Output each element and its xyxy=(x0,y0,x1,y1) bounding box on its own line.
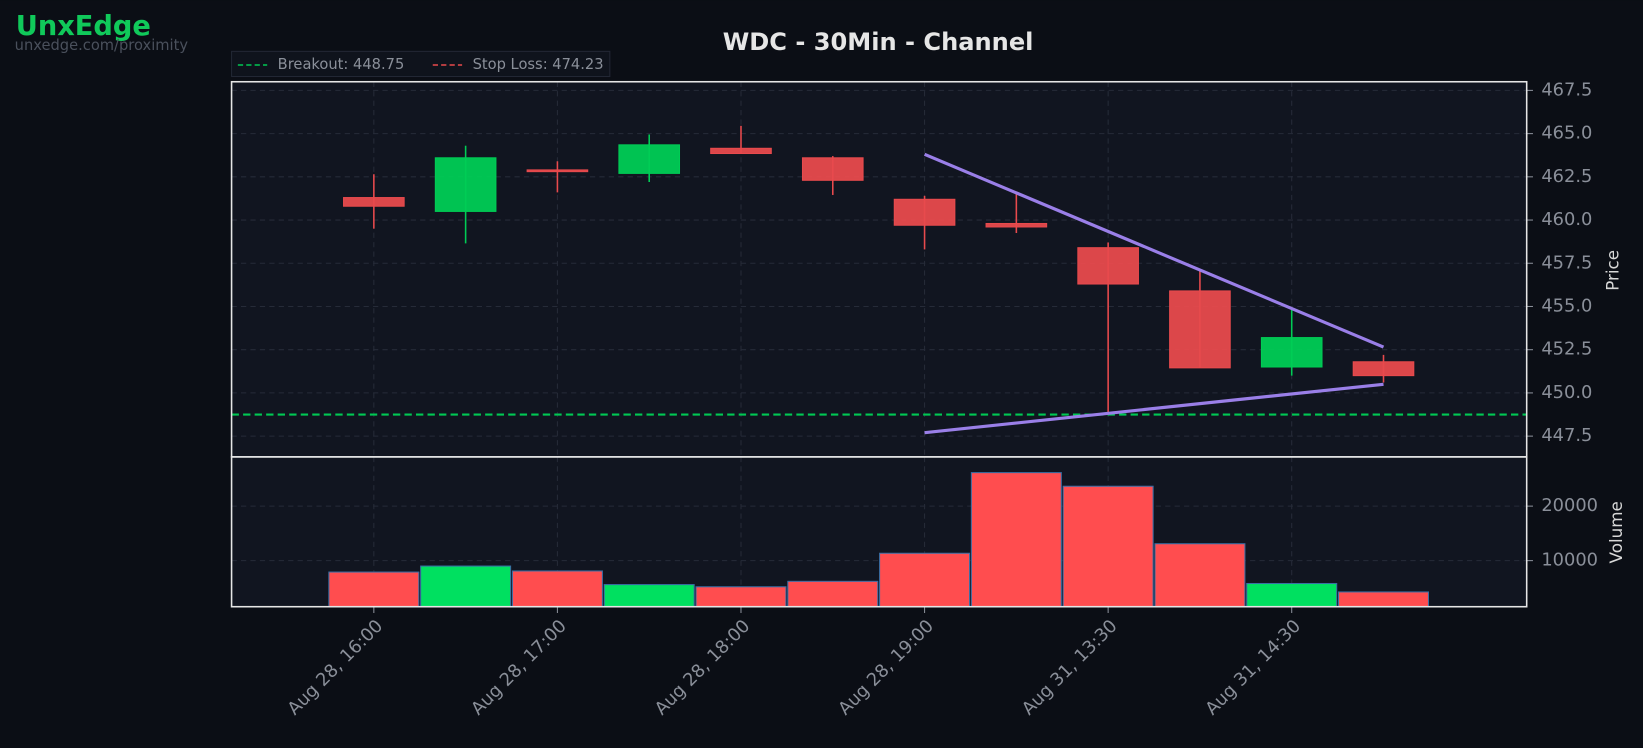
legend-label: Breakout: 448.75 xyxy=(278,56,405,73)
y-tick-label: 10000 xyxy=(1541,550,1598,571)
candle-body xyxy=(618,144,681,174)
y-tick-label: 450.0 xyxy=(1541,382,1592,403)
candle-body xyxy=(801,157,864,181)
y-tick-label: 462.5 xyxy=(1541,166,1592,187)
candle-body xyxy=(1169,290,1231,369)
y-tick-label: 460.0 xyxy=(1541,209,1592,230)
brand-url: unxedge.com/proximity xyxy=(15,37,189,54)
channel-line xyxy=(924,382,1384,435)
y-tick-label: 20000 xyxy=(1541,495,1598,516)
legend xyxy=(231,50,611,78)
candle-body xyxy=(985,222,1048,228)
y-tick-label: 467.5 xyxy=(1541,79,1592,100)
volume-bar xyxy=(603,584,695,608)
y-tick-label: 465.0 xyxy=(1541,123,1592,144)
y-tick-label: 457.5 xyxy=(1541,252,1592,273)
candle-body xyxy=(526,169,589,173)
y-tick-label: 452.5 xyxy=(1541,339,1592,360)
volume-frame xyxy=(230,456,1528,608)
volume-bar xyxy=(1154,543,1246,608)
volume-bar xyxy=(879,552,971,608)
candle-body xyxy=(1260,337,1323,368)
candle-body xyxy=(710,147,772,155)
volume-bar xyxy=(787,580,879,608)
volume-bar xyxy=(328,571,420,608)
price-panel xyxy=(231,81,1527,457)
y-tick-label: 455.0 xyxy=(1541,295,1592,316)
candle-body xyxy=(343,197,405,207)
volume-bar xyxy=(511,570,603,608)
brand-name: UnxEdge xyxy=(16,11,151,42)
y-tick-label: 447.5 xyxy=(1541,425,1592,446)
candle-body xyxy=(893,198,956,226)
volume-bar xyxy=(695,586,787,608)
volume-bar xyxy=(1246,582,1338,608)
candle-body xyxy=(1077,247,1139,285)
candle-body xyxy=(1352,361,1415,377)
volume-bar xyxy=(970,472,1062,608)
volume-bar xyxy=(420,565,512,608)
channel-line xyxy=(923,152,1385,349)
chart-title: WDC - 30Min - Channel xyxy=(723,28,1034,56)
candle-body xyxy=(434,157,497,212)
volume-bar xyxy=(1062,485,1154,608)
volume-axis-label: Volume xyxy=(1606,501,1626,563)
y-axis-label: Price xyxy=(1603,250,1623,291)
volume-bar xyxy=(1338,591,1430,608)
legend-label: Stop Loss: 474.23 xyxy=(473,56,604,73)
